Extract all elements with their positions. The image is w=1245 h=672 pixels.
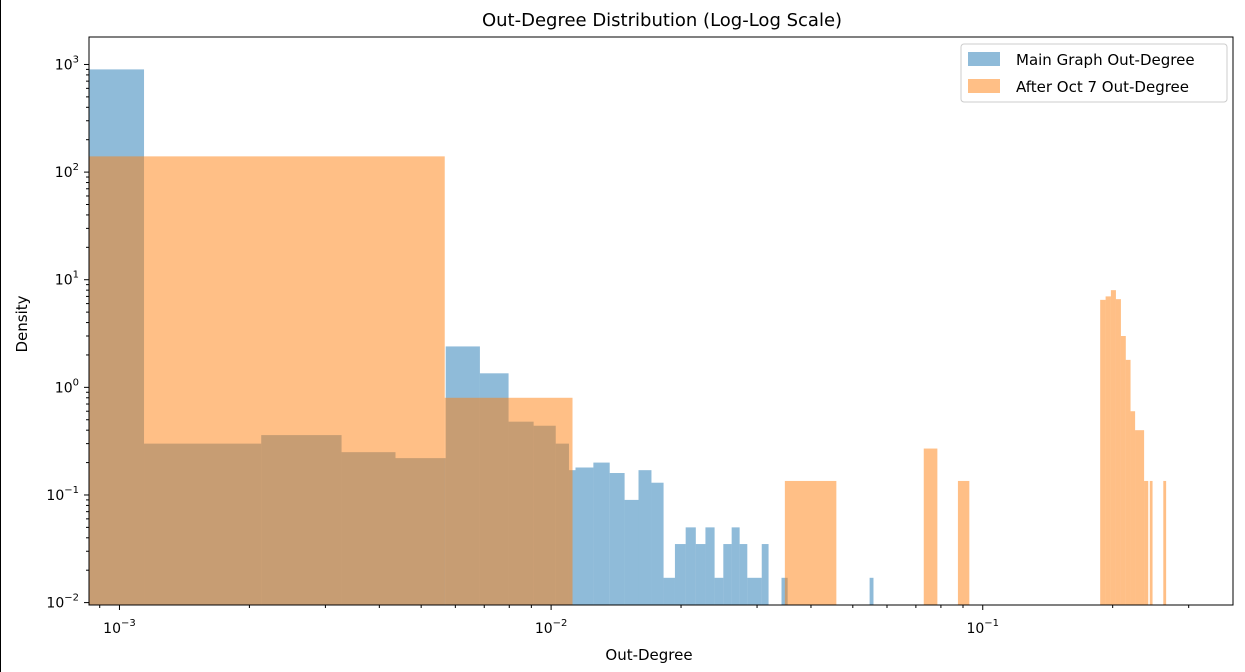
histogram-bar [575, 467, 594, 605]
histogram-bar [89, 156, 445, 605]
histogram-bar [609, 473, 625, 605]
histogram-bar [1120, 336, 1126, 605]
legend-label-after-oct7: After Oct 7 Out-Degree [1016, 78, 1189, 96]
histogram-bar [714, 577, 724, 605]
histogram-bar [1105, 296, 1111, 605]
x-tick-label: 10−3 [103, 618, 136, 637]
x-axis-label: Out-Degree [605, 646, 692, 664]
legend-box [960, 43, 1228, 103]
legend-label-main-graph: Main Graph Out-Degree [1016, 51, 1195, 69]
histogram-bar [869, 577, 874, 605]
y-axis-ticks: 10−2 10−1 100 101 102 103 [46, 54, 89, 612]
window-left-border [0, 0, 1, 672]
histogram-bar [685, 527, 696, 605]
x-tick-label: 10−2 [535, 618, 568, 637]
histogram-bar [923, 448, 938, 605]
histogram-bar [1130, 411, 1136, 605]
histogram-bar [739, 544, 748, 605]
histogram-bar [761, 544, 769, 605]
histogram-bar [695, 544, 706, 605]
histogram-bar [1125, 359, 1131, 605]
histogram-bar [784, 480, 837, 605]
y-tick-label: 103 [55, 54, 79, 73]
histogram-bar [1149, 480, 1153, 605]
histogram-bar [593, 462, 610, 605]
x-tick-label: 10−1 [966, 618, 999, 637]
plot-frame [88, 36, 1234, 606]
histogram-bar [444, 397, 573, 605]
y-tick-label: 100 [55, 377, 79, 396]
legend: Main Graph Out-Degree After Oct 7 Out-De… [960, 43, 1228, 103]
histogram-bar [723, 544, 732, 605]
series-after-oct7-bars [89, 156, 1167, 605]
legend-swatch-main-graph [968, 52, 1000, 66]
histogram-bar [957, 480, 970, 605]
chart-title: Out-Degree Distribution (Log-Log Scale) [482, 10, 842, 31]
y-tick-label: 101 [55, 270, 79, 289]
y-axis-label: Density [13, 295, 31, 352]
histogram-bar [1110, 290, 1116, 605]
histogram-bar [1115, 299, 1121, 605]
histogram-bar [1135, 430, 1145, 605]
histogram-bar [705, 527, 715, 605]
histogram-bar [651, 482, 664, 605]
histogram-bar [1163, 480, 1167, 605]
histogram-bar [624, 499, 639, 605]
histogram-bar [1100, 299, 1106, 605]
legend-swatch-after-oct7 [968, 79, 1000, 93]
histogram-bar [638, 470, 652, 605]
y-tick-label: 10−2 [46, 593, 79, 612]
histogram-bar [781, 577, 788, 605]
y-tick-label: 102 [55, 162, 79, 181]
histogram-bar [1144, 480, 1149, 605]
histogram-bar [747, 577, 762, 605]
y-tick-label: 10−1 [46, 485, 79, 504]
histogram-bar [674, 544, 686, 605]
histogram-bar [731, 527, 740, 605]
x-axis-ticks: 10−3 10−2 10−1 [99, 605, 1190, 637]
histogram-bar [663, 577, 675, 605]
